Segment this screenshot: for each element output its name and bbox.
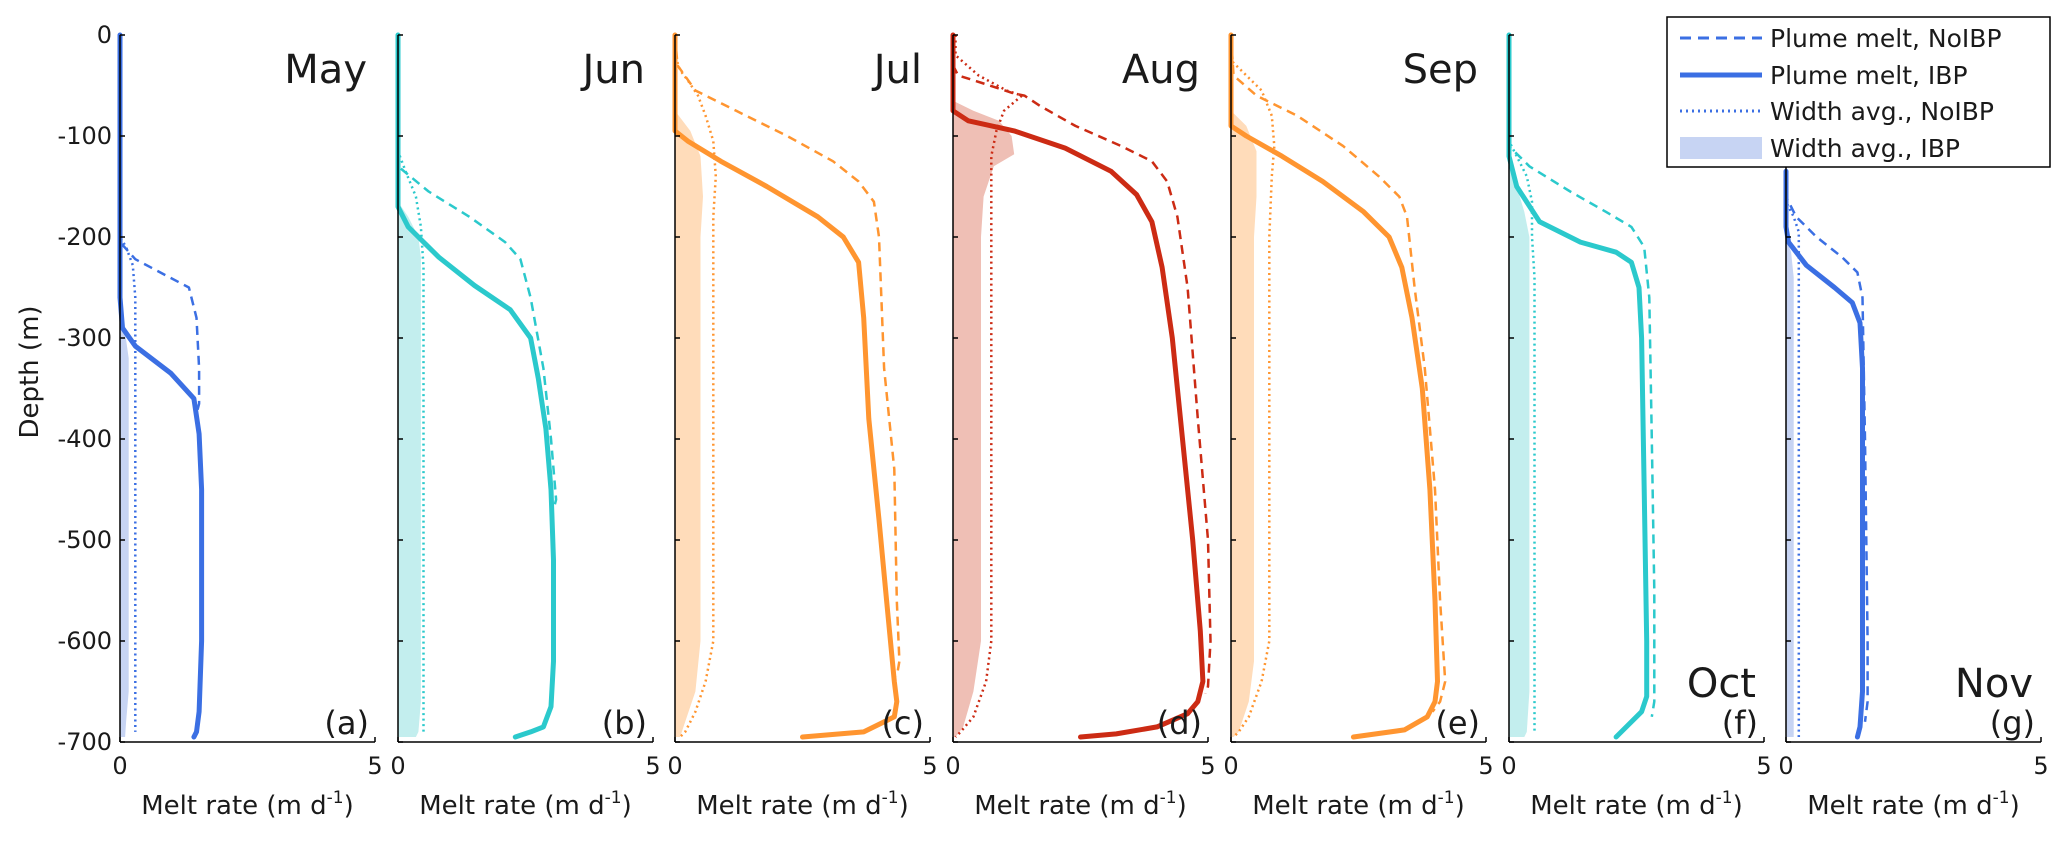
panel-letter: (f) (1722, 704, 1758, 742)
x-axis-label: Melt rate (m d-1) (141, 788, 354, 821)
month-label: May (284, 47, 367, 93)
panel-oct: 0 5 Melt rate (m d-1) Oct(f) (1501, 32, 1772, 821)
plume-melt-ibp-line (672, 32, 900, 740)
width-avg-ibp-area (398, 35, 421, 737)
x-axis-label: Melt rate (m d-1) (419, 788, 632, 821)
legend-patch-width-ibp (1680, 137, 1762, 159)
x-axis-label: Melt rate (m d-1) (1807, 788, 2020, 821)
legend-label-width-ibp: Width avg., IBP (1770, 134, 1960, 163)
y-tick-label: -200 (58, 223, 112, 251)
y-tick-label: -300 (58, 324, 112, 352)
width-avg-ibp-area (120, 35, 129, 737)
panel-letter: (g) (1990, 704, 2035, 742)
width-avg-ibp-area (953, 100, 1015, 737)
x-axis-label: Melt rate (m d-1) (974, 788, 1187, 821)
x-tick-label: 5 (1756, 752, 1771, 780)
y-tick-label: 0 (97, 21, 112, 49)
y-axis-label: Depth (m) (15, 305, 45, 438)
plume-melt-noibp-line (1507, 35, 1656, 718)
panel-letter: (c) (881, 704, 924, 742)
width-avg-ibp-area (675, 35, 703, 737)
width-avg-ibp-area (1231, 35, 1257, 737)
panel-letter: (b) (602, 704, 647, 742)
width-avg-noibp-line (954, 35, 1024, 738)
month-label: Jun (580, 47, 646, 93)
y-tick-label: -700 (58, 728, 112, 756)
month-label: Nov (1955, 661, 2033, 707)
x-axis-label: Melt rate (m d-1) (1252, 788, 1465, 821)
month-label: Sep (1403, 47, 1478, 93)
panel-letter: (e) (1435, 704, 1480, 742)
legend-label-plume-noibp: Plume melt, NoIBP (1770, 24, 2002, 53)
x-tick-label: 5 (367, 752, 382, 780)
x-tick-label: 0 (1501, 752, 1516, 780)
panel-aug: 0 5 Melt rate (m d-1) Aug (d) (945, 32, 1216, 821)
panel-letter: (a) (324, 704, 369, 742)
width-avg-ibp-area (1509, 35, 1530, 737)
plume-melt-ibp-line (395, 32, 556, 740)
plume-melt-ibp-line (1228, 32, 1440, 740)
legend-label-plume-ibp: Plume melt, IBP (1770, 61, 1968, 90)
plume-melt-ibp-line (117, 32, 205, 740)
plume-melt-ibp-line (1783, 168, 1865, 740)
plume-melt-ibp-line (950, 32, 1206, 740)
panel-sep: 0 5 Melt rate (m d-1) Sep (e) (1223, 32, 1494, 821)
panel-letter: (d) (1157, 704, 1202, 742)
month-label: Oct (1687, 661, 1756, 707)
x-axis-label: Melt rate (m d-1) (696, 788, 909, 821)
x-tick-label: 5 (1200, 752, 1215, 780)
panel-jun: 0 5 Melt rate (m d-1) Jun (b) (390, 32, 661, 821)
y-tick-label: -100 (58, 122, 112, 150)
width-avg-ibp-area (1786, 171, 1794, 738)
y-tick-label: -500 (58, 526, 112, 554)
legend-label-width-noibp: Width avg., NoIBP (1770, 97, 1994, 126)
x-tick-label: 5 (1478, 752, 1493, 780)
plume-melt-noibp-line (673, 34, 901, 677)
plume-melt-noibp-line (1784, 176, 1869, 722)
plume-melt-noibp-line (118, 35, 201, 415)
x-tick-label: 0 (945, 752, 960, 780)
x-axis-label: Melt rate (m d-1) (1530, 788, 1743, 821)
panel-jul: 0 5 Melt rate (m d-1) Jul (c) (667, 32, 938, 821)
plume-melt-noibp-line (396, 35, 558, 511)
month-label: Jul (871, 47, 922, 93)
x-tick-label: 5 (645, 752, 660, 780)
x-tick-label: 5 (2033, 752, 2048, 780)
x-tick-label: 0 (1223, 752, 1238, 780)
x-tick-label: 0 (390, 752, 405, 780)
x-tick-label: 0 (1778, 752, 1793, 780)
plume-melt-ibp-line (1506, 32, 1650, 740)
month-label: Aug (1122, 47, 1200, 93)
y-tick-label: -400 (58, 425, 112, 453)
x-tick-label: 0 (667, 752, 682, 780)
plume-melt-noibp-line (1229, 34, 1447, 713)
y-tick-label: -600 (58, 627, 112, 655)
width-avg-noibp-line (1229, 35, 1276, 738)
legend: Plume melt, NoIBP Plume melt, IBP Width … (1666, 16, 2051, 168)
x-tick-label: 5 (922, 752, 937, 780)
width-avg-noibp-line (1784, 171, 1801, 737)
x-tick-label: 0 (112, 752, 127, 780)
